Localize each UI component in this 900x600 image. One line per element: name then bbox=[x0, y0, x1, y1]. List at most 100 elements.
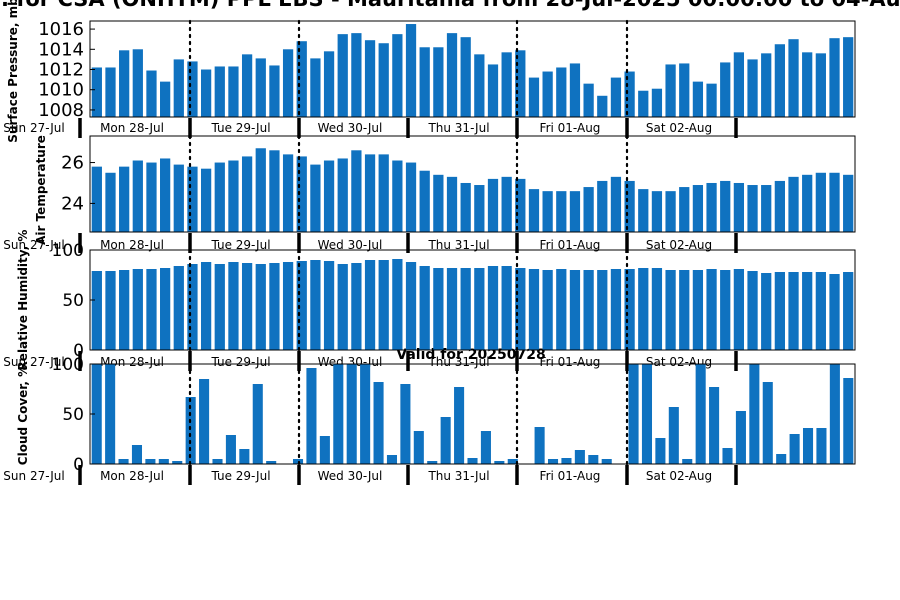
bar bbox=[323, 160, 335, 232]
bar bbox=[597, 270, 608, 350]
bar bbox=[515, 50, 526, 117]
xtick-label: Mon 28-Jul bbox=[100, 121, 164, 135]
bar bbox=[534, 427, 545, 464]
bar bbox=[405, 24, 417, 117]
bar bbox=[802, 428, 814, 464]
bar bbox=[788, 39, 799, 117]
xtick-label: Mon 28-Jul bbox=[100, 469, 164, 483]
bar bbox=[200, 69, 212, 117]
bar bbox=[91, 364, 102, 464]
bar bbox=[747, 59, 758, 117]
ytick-label: 50 bbox=[62, 405, 84, 425]
bar bbox=[588, 455, 599, 464]
xtick-label: Sun 27-Jul bbox=[3, 121, 64, 135]
bar bbox=[547, 459, 559, 464]
bar bbox=[706, 269, 717, 350]
bar bbox=[556, 191, 567, 232]
xtick-label: Tue 29-Jul bbox=[210, 121, 270, 135]
bar bbox=[515, 178, 526, 232]
bar bbox=[597, 95, 608, 117]
bar bbox=[829, 274, 840, 350]
bar bbox=[569, 191, 581, 232]
bar bbox=[427, 461, 438, 464]
bar bbox=[132, 269, 143, 350]
bar bbox=[651, 88, 663, 117]
xtick-label: Tue 29-Jul bbox=[210, 238, 270, 252]
bar bbox=[173, 59, 184, 117]
bar bbox=[228, 66, 239, 117]
bar bbox=[405, 162, 417, 232]
bar bbox=[400, 384, 411, 464]
bar bbox=[160, 81, 171, 117]
bar bbox=[158, 459, 169, 464]
bar bbox=[709, 387, 720, 464]
bar bbox=[802, 52, 813, 117]
chart-title: ... for CSA (ONHTM) PPL EBS - Mauritania… bbox=[0, 0, 900, 11]
bar bbox=[679, 187, 690, 232]
bar bbox=[392, 34, 403, 117]
bar bbox=[487, 64, 499, 117]
bar bbox=[252, 384, 263, 464]
bar bbox=[679, 270, 690, 350]
bar bbox=[638, 268, 649, 350]
bar bbox=[628, 364, 639, 464]
ytick-label: 1010 bbox=[38, 80, 84, 101]
bar bbox=[337, 158, 348, 232]
bar bbox=[337, 264, 348, 350]
bar bbox=[501, 176, 512, 232]
xtick-label: Wed 30-Jul bbox=[318, 469, 383, 483]
xtick-label: Fri 01-Aug bbox=[540, 121, 601, 135]
bar bbox=[528, 77, 540, 117]
bar bbox=[843, 174, 854, 232]
bar bbox=[433, 47, 444, 117]
bar bbox=[212, 459, 223, 464]
bar bbox=[146, 70, 157, 117]
bars bbox=[91, 148, 854, 232]
bar bbox=[474, 54, 485, 117]
bar bbox=[624, 71, 635, 117]
bar bbox=[747, 271, 758, 350]
bar bbox=[556, 269, 567, 350]
bar bbox=[583, 83, 594, 117]
bar bbox=[187, 166, 198, 232]
ylabel: Air Temperature bbox=[34, 135, 48, 245]
bar bbox=[91, 271, 102, 350]
bar bbox=[119, 270, 130, 350]
ytick-label: 26 bbox=[61, 153, 84, 174]
bar bbox=[829, 172, 840, 232]
bar bbox=[655, 438, 666, 464]
bar bbox=[624, 180, 635, 232]
bar bbox=[323, 51, 335, 117]
bar bbox=[413, 431, 424, 464]
bar bbox=[542, 191, 553, 232]
xtick-label: Mon 28-Jul bbox=[100, 355, 164, 369]
xtick-label: Sun 27-Jul bbox=[3, 469, 64, 483]
bar bbox=[360, 364, 371, 464]
bar bbox=[105, 271, 116, 350]
bar bbox=[91, 166, 102, 232]
bar bbox=[310, 260, 321, 350]
bar bbox=[556, 67, 567, 117]
bar bbox=[378, 154, 389, 232]
valid-for-label: Valid for 20250728 bbox=[396, 347, 545, 363]
bar bbox=[788, 272, 799, 350]
bar bbox=[843, 272, 854, 350]
bar bbox=[802, 174, 813, 232]
bar bbox=[733, 269, 745, 350]
bar bbox=[306, 368, 317, 464]
bar bbox=[310, 164, 321, 232]
bar bbox=[255, 148, 266, 232]
bar bbox=[282, 49, 294, 117]
bar bbox=[601, 459, 612, 464]
bar bbox=[460, 268, 471, 350]
bar bbox=[119, 50, 130, 117]
bar bbox=[480, 431, 491, 464]
ytick-label: 24 bbox=[61, 193, 84, 214]
bar bbox=[337, 34, 348, 117]
bar bbox=[528, 269, 540, 350]
bar bbox=[843, 37, 854, 117]
bar bbox=[761, 273, 772, 350]
bar bbox=[351, 150, 362, 232]
bar bbox=[774, 272, 785, 350]
